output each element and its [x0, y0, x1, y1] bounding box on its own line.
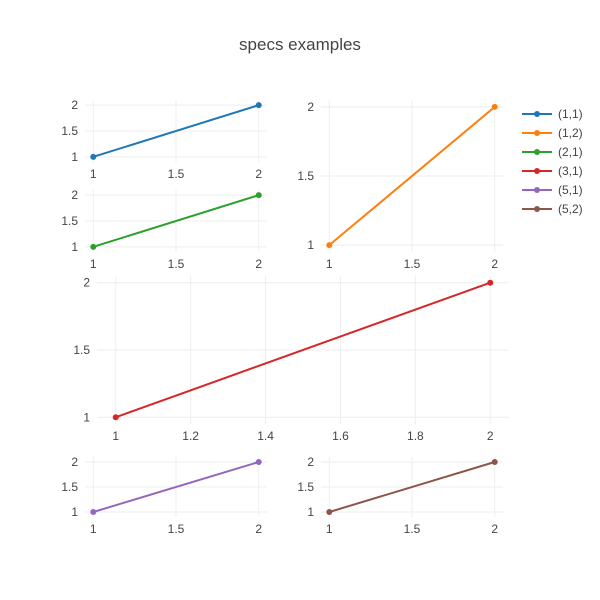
- subplot-(1,1): 1 1.5 2 1 1.5 2: [61, 98, 267, 181]
- legend-label: (3,1): [558, 164, 583, 178]
- y-tick-label: 2: [83, 276, 90, 290]
- y-tick-label: 2: [307, 455, 314, 469]
- x-tick-label: 1: [112, 429, 119, 443]
- legend-marker-swatch: [534, 206, 540, 212]
- x-tick-label: 1: [90, 257, 97, 271]
- data-point: [326, 242, 333, 249]
- legend-marker-swatch: [534, 149, 540, 155]
- legend: (1,1) (1,2) (2,1) (3,1) (5,1) (5,2): [522, 107, 583, 216]
- x-tick-label: 1.5: [168, 522, 185, 536]
- data-point: [487, 279, 494, 286]
- x-tick-label: 2: [255, 257, 262, 271]
- data-point: [255, 102, 262, 109]
- legend-item[interactable]: (1,1): [522, 107, 583, 121]
- x-tick-label: 1: [90, 522, 97, 536]
- y-tick-label: 1: [71, 505, 78, 519]
- y-tick-label: 1: [71, 240, 78, 254]
- subplot-(1,2): 1 1.5 2 1 1.5 2: [297, 100, 503, 271]
- data-point: [255, 192, 262, 199]
- x-tick-label: 1.4: [257, 429, 274, 443]
- y-tick-label: 2: [71, 188, 78, 202]
- x-tick-label: 1.8: [407, 429, 424, 443]
- data-point: [255, 459, 262, 465]
- y-tick-label: 2: [71, 455, 78, 469]
- x-tick-label: 1.5: [404, 257, 421, 271]
- legend-item[interactable]: (3,1): [522, 164, 583, 178]
- y-tick-label: 1.5: [297, 480, 314, 494]
- x-tick-label: 1.5: [168, 257, 185, 271]
- x-tick-label: 1.6: [332, 429, 349, 443]
- legend-label: (5,2): [558, 202, 583, 216]
- legend-label: (1,2): [558, 126, 583, 140]
- series-line: [328, 106, 496, 246]
- y-tick-label: 1: [71, 150, 78, 164]
- x-tick-label: 1.5: [404, 522, 421, 536]
- legend-item[interactable]: (5,1): [522, 183, 583, 197]
- chart-title: specs examples: [239, 35, 361, 54]
- series-line: [92, 194, 260, 248]
- x-tick-label: 2: [491, 257, 498, 271]
- series-line: [92, 461, 260, 513]
- data-point: [491, 459, 498, 465]
- x-tick-label: 2: [255, 522, 262, 536]
- data-point: [112, 414, 119, 421]
- y-tick-label: 2: [307, 100, 314, 114]
- data-point: [326, 509, 333, 515]
- subplot-(5,2): 1 1.5 2 1 1.5 2: [297, 455, 503, 536]
- legend-label: (2,1): [558, 145, 583, 159]
- subplot-(2,1): 1 1.5 2 1 1.5 2: [61, 188, 267, 271]
- legend-label: (5,1): [558, 183, 583, 197]
- subplot-(3,1): 1 1.2 1.4 1.6 1.8 2 1 1.5 2: [73, 276, 509, 443]
- x-tick-label: 2: [487, 429, 494, 443]
- y-tick-label: 1.5: [297, 169, 314, 183]
- x-tick-label: 2: [491, 522, 498, 536]
- x-tick-label: 2: [255, 167, 262, 181]
- data-point: [90, 153, 97, 160]
- y-tick-label: 1: [307, 505, 314, 519]
- legend-item[interactable]: (1,2): [522, 126, 583, 140]
- legend-item[interactable]: (2,1): [522, 145, 583, 159]
- subplot-(5,1): 1 1.5 2 1 1.5 2: [61, 455, 267, 536]
- y-tick-label: 2: [71, 98, 78, 112]
- series-line: [92, 104, 260, 158]
- y-tick-label: 1.5: [61, 480, 78, 494]
- legend-marker-swatch: [534, 111, 540, 117]
- x-tick-label: 1: [326, 522, 333, 536]
- x-tick-label: 1: [326, 257, 333, 271]
- y-tick-label: 1: [83, 410, 90, 424]
- legend-marker-swatch: [534, 130, 540, 136]
- legend-marker-swatch: [534, 187, 540, 193]
- y-tick-label: 1: [307, 238, 314, 252]
- x-tick-label: 1.2: [182, 429, 199, 443]
- series-line: [115, 281, 491, 419]
- data-point: [90, 509, 97, 515]
- subplots: 1 1.5 211.521 1.5 211.521 1.5 211.521 1.2 1.4 1.6…: [61, 98, 509, 536]
- legend-item[interactable]: (5,2): [522, 202, 583, 216]
- x-tick-label: 1: [90, 167, 97, 181]
- legend-marker-swatch: [534, 168, 540, 174]
- series-line: [328, 461, 496, 513]
- y-tick-label: 1.5: [61, 124, 78, 138]
- legend-label: (1,1): [558, 107, 583, 121]
- x-tick-label: 1.5: [168, 167, 185, 181]
- data-point: [90, 243, 97, 250]
- y-tick-label: 1.5: [61, 214, 78, 228]
- data-point: [491, 103, 498, 110]
- y-tick-label: 1.5: [73, 343, 90, 357]
